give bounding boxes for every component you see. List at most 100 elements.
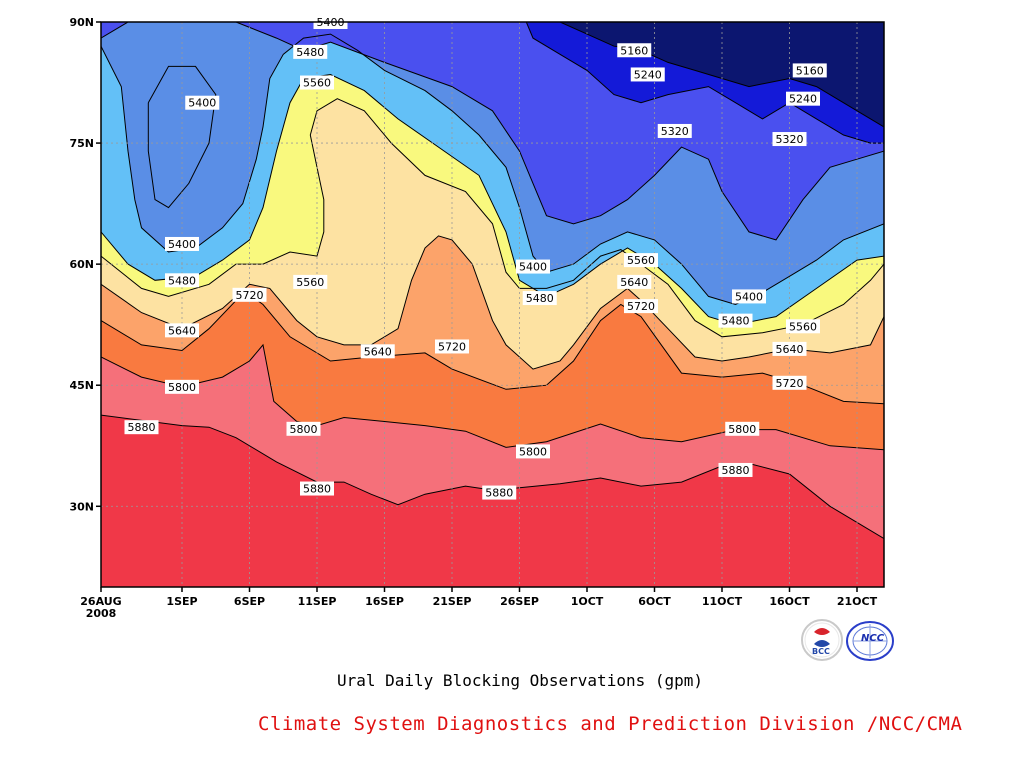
x-tick-label: 16OCT [769,595,810,608]
x-tick-label: 16SEP [365,595,404,608]
contour-label: 5880 [303,483,331,496]
contour-label-bg [165,323,199,338]
contour-line-5400 [147,65,217,209]
contour-label-bg [300,75,334,90]
contour-label-bg [624,299,658,314]
contour-label-bg [772,132,807,147]
contour-label: 5480 [296,46,324,59]
contour-label: 5480 [526,292,554,305]
contour-line-5160 [559,22,884,128]
x-tick-label: 1OCT [571,595,604,608]
contour-label: 5880 [128,421,156,434]
contour-label-bg [165,236,199,251]
contour-label: 5640 [364,345,392,358]
y-tick-label: 75N [69,137,94,150]
contour-label: 5160 [796,64,824,77]
contour-label: 5880 [485,487,513,500]
contour-label: 5400 [735,290,763,303]
contour-label-bg [165,379,199,394]
contour-label: 5400 [168,238,196,251]
contour-label: 5800 [728,423,756,436]
contour-label-bg [786,319,820,334]
contour-label: 5640 [168,324,196,337]
contour-line-5640 [101,235,884,370]
contour-label: 5560 [303,77,331,90]
contour-labels: 5880 5880 5880 5880 5800 5800 5800 5800 5720 5720… [124,15,827,500]
x-tick-label: 1SEP [166,595,197,608]
contour-label: 5720 [627,300,655,313]
plot-frame [100,21,885,588]
y-tick-label: 30N [69,500,94,513]
x-tick-label: 6SEP [234,595,265,608]
contour-label-bg [772,375,807,390]
contour-label-bg [482,485,517,500]
contour-label-bg [792,63,827,78]
contour-label-bg [718,462,753,477]
contour-label: 5720 [236,289,264,302]
bcc-logo [801,619,843,661]
x-tick-label: 6OCT [638,595,671,608]
x-tick-label: 26AUG [80,595,121,608]
x-tick-label: 26SEP [500,595,539,608]
contour-label: 5720 [438,340,466,353]
contour-label-bg [165,273,199,288]
contour-label-bg [786,91,820,106]
contour-label: 5800 [290,423,318,436]
contour-label-bg [732,289,766,304]
contour-label-bg [624,253,658,268]
x-tick-label: 11SEP [298,595,337,608]
contour-label: 5320 [776,133,804,146]
contour-label: 5560 [296,276,324,289]
contour-label-bg [718,313,753,328]
y-tick-label: 90N [69,16,94,29]
x-tick-label: 21SEP [433,595,472,608]
contour-label-bg [772,341,807,356]
contour-line-5800 [101,343,884,451]
chart-title: Ural Daily Blocking Observations (gpm) [336,671,704,690]
contour-label: 5240 [634,68,662,81]
contour-label: 5640 [776,343,804,356]
x-tick-label: 2008 [86,607,117,620]
footer-credit: Climate System Diagnostics and Predictio… [258,713,963,735]
contour-label: 5800 [519,445,547,458]
contour-label-bg [657,123,692,138]
contour-label-bg [232,287,267,302]
contour-label: 5400 [188,97,216,110]
contour-label: 5480 [722,315,750,328]
bcc-logo-text: BCC [812,647,830,656]
contour-label: 5240 [789,93,817,106]
ncc-logo-text: NCC [861,633,885,644]
contour-label: 5560 [789,320,817,333]
y-tick-label: 60N [69,258,94,271]
contour-label-bg [124,420,159,435]
y-tick-label: 45N [69,379,94,392]
contour-label-bg [630,67,665,82]
contour-label-bg [516,259,550,274]
contour-label-bg [435,339,469,354]
contour-label-bg [293,44,328,59]
contour-label-bg [286,421,321,436]
contour-label: 5400 [519,261,547,274]
contour-label-bg [293,274,328,289]
contour-line-5240 [525,22,884,144]
grid-lines [101,22,884,587]
contour-label-bg [617,43,652,58]
contour-label: 5560 [627,254,655,267]
contour-label: 5640 [620,276,648,289]
contour-label-bg [522,291,557,306]
contour-line-5560 [101,98,884,338]
contour-label-bg [516,444,550,459]
contour-label: 5480 [168,274,196,287]
contour-label: 5800 [168,381,196,394]
contour-label-bg [185,95,220,110]
contour-label: 5720 [776,377,804,390]
x-tick-label: 11OCT [702,595,743,608]
contour-label-bg [617,274,652,289]
contour-label-bg [300,481,334,496]
contour-label: 5160 [620,44,648,57]
ncc-logo [846,621,894,661]
x-tick-label: 21OCT [837,595,878,608]
contour-label-bg [725,421,760,436]
